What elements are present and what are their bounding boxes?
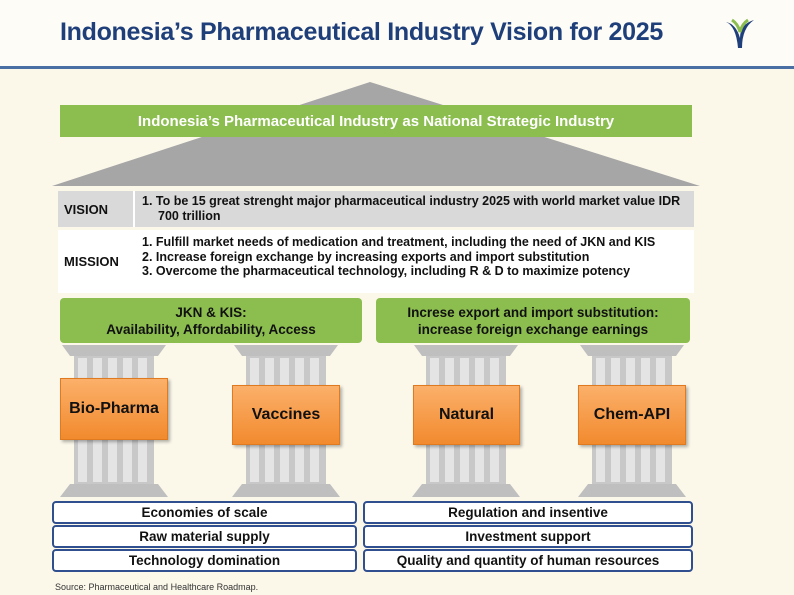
pillar-capital <box>234 345 338 356</box>
mission-row <box>58 230 694 293</box>
foundation-row: Economies of scale <box>52 501 357 524</box>
mission-items: 1. Fulfill market needs of medication an… <box>142 235 692 279</box>
source: Source: Pharmaceutical and Healthcare Ro… <box>55 582 259 592</box>
foundation-row: Regulation and insentive <box>363 501 693 524</box>
mission-item: 1. Fulfill market needs of medication an… <box>142 235 656 249</box>
vision-items: 1. To be 15 great strenght major pharmac… <box>142 194 687 223</box>
foundation-row: Technology domination <box>52 549 357 572</box>
title: Indonesia’s Pharmaceutical Industry Visi… <box>60 18 663 46</box>
header <box>0 0 794 66</box>
foundation-row: Quality and quantity of human resources <box>363 549 693 572</box>
mission-item: 2. Increase foreign exchange by increasi… <box>142 249 590 264</box>
divider <box>133 191 135 227</box>
pillar-capital <box>580 345 684 356</box>
pillar-base <box>412 484 520 497</box>
vision-row <box>58 191 694 227</box>
roof-banner: Indonesia’s Pharmaceutical Industry as N… <box>60 105 692 137</box>
pillar-label: Bio-Pharma <box>60 378 168 440</box>
pillar-capital <box>414 345 518 356</box>
pillar-label: Natural <box>413 385 520 445</box>
mission-item: 3. Overcome the pharmaceutical technolog… <box>142 264 631 278</box>
goal-line: increase foreign exchange earnings <box>417 321 649 337</box>
goal-line: Availability, Affordability, Access <box>106 321 316 337</box>
pillar-label: Chem-API <box>578 385 686 445</box>
vision-label: VISION <box>64 201 109 217</box>
pillar-base <box>60 484 168 497</box>
foundation-row: Investment support <box>363 525 693 548</box>
mission-label: MISSION <box>64 254 119 269</box>
pillar-label: Vaccines <box>232 385 340 445</box>
logo <box>726 18 754 48</box>
header-rule <box>0 66 794 69</box>
vision-item: 1. To be 15 great strenght major pharmac… <box>142 194 681 223</box>
goal-box: Increse export and import substitution: i… <box>376 298 690 343</box>
pillar-base <box>578 484 686 497</box>
pillar-capital <box>62 345 166 356</box>
foundation-row: Raw material supply <box>52 525 357 548</box>
goal-line: Increse export and import substitution: <box>407 304 659 320</box>
goal-line: JKN & KIS: <box>175 304 247 320</box>
pillar-base <box>232 484 340 497</box>
goal-box: JKN & KIS: Availability, Affordability, A… <box>60 298 362 343</box>
